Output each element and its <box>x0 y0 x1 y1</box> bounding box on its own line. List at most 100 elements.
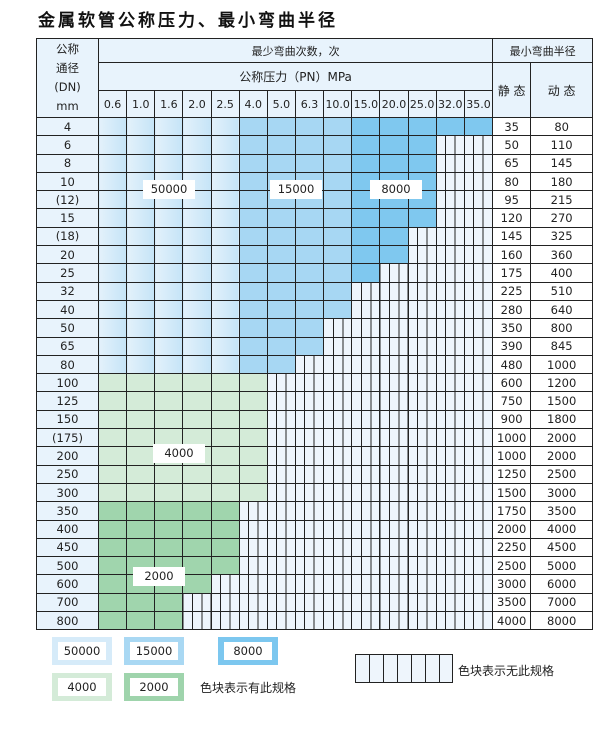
unavailable-cell <box>266 501 296 521</box>
available-cell <box>126 354 156 375</box>
available-cell <box>126 245 156 265</box>
dn-cell: 6 <box>36 135 99 155</box>
available-cell <box>294 153 325 173</box>
unavailable-cell <box>238 556 268 576</box>
available-cell <box>182 464 212 484</box>
dynamic-radius-cell: 4500 <box>530 537 594 558</box>
unavailable-cell <box>323 409 353 430</box>
unavailable-cell <box>463 482 494 503</box>
unavailable-cell <box>379 482 409 503</box>
unavailable-cell <box>435 409 465 430</box>
pressure-col-header: 15.0 <box>351 90 381 118</box>
available-cell <box>238 428 268 448</box>
available-cell <box>126 299 156 320</box>
unavailable-cell <box>379 446 409 466</box>
dn-cell: 25 <box>36 263 99 283</box>
dn-cell: 800 <box>36 611 99 631</box>
legend-no-spec-swatch <box>355 654 453 683</box>
unavailable-cell <box>351 391 381 411</box>
available-cell <box>182 245 212 265</box>
static-radius-cell: 750 <box>492 391 532 411</box>
unavailable-cell <box>463 190 494 210</box>
available-cell <box>126 391 156 411</box>
dn-cell: 100 <box>36 373 99 393</box>
unavailable-cell <box>435 464 465 484</box>
table-row: 700 3500 7000 <box>36 592 594 613</box>
unavailable-cell <box>463 354 494 375</box>
unavailable-cell <box>323 391 353 411</box>
available-cell <box>379 208 409 228</box>
available-cell <box>154 318 184 338</box>
unavailable-cell <box>435 519 465 539</box>
available-cell <box>182 299 212 320</box>
radius-header: 最小弯曲半径 <box>492 38 594 63</box>
available-cell <box>210 135 240 155</box>
unavailable-cell <box>407 336 437 356</box>
static-radius-cell: 50 <box>492 135 532 155</box>
legend-2000: 2000 <box>124 673 184 701</box>
dn-cell: 20 <box>36 245 99 265</box>
unavailable-cell <box>323 501 353 521</box>
static-header: 静 态 <box>492 62 532 118</box>
static-radius-cell: 175 <box>492 263 532 283</box>
unavailable-cell <box>379 501 409 521</box>
unavailable-cell <box>463 208 494 228</box>
dn-cell: 32 <box>36 281 99 301</box>
dn-cell: (18) <box>36 226 99 247</box>
available-cell <box>154 354 184 375</box>
table-row: 150 900 1800 <box>36 409 594 430</box>
unavailable-cell <box>351 574 381 594</box>
available-cell <box>238 354 268 375</box>
available-cell <box>238 299 268 320</box>
available-cell <box>126 409 156 430</box>
unavailable-cell <box>351 482 381 503</box>
available-cell <box>154 373 184 393</box>
region-label-2000: 2000 <box>133 567 185 586</box>
table-row: 15 120 270 <box>36 208 594 228</box>
available-cell <box>210 501 240 521</box>
dynamic-radius-cell: 7000 <box>530 592 594 613</box>
dn-label-line: 公称 <box>56 42 79 56</box>
available-cell <box>238 171 268 192</box>
unavailable-cell <box>407 592 437 613</box>
pressure-col-header: 35.0 <box>463 90 494 118</box>
unavailable-cell <box>238 501 268 521</box>
unavailable-cell <box>379 464 409 484</box>
unavailable-cell <box>379 537 409 558</box>
available-cell <box>407 135 437 155</box>
unavailable-cell <box>351 501 381 521</box>
available-cell <box>266 245 296 265</box>
unavailable-cell <box>379 318 409 338</box>
available-cell <box>238 446 268 466</box>
available-cell <box>238 464 268 484</box>
available-cell <box>210 336 240 356</box>
unavailable-cell <box>407 611 437 631</box>
available-cell <box>266 116 296 137</box>
dn-cell: 65 <box>36 336 99 356</box>
available-cell <box>126 153 156 173</box>
unavailable-cell <box>266 574 296 594</box>
pressure-col-header: 32.0 <box>435 90 465 118</box>
available-cell <box>182 135 212 155</box>
available-cell <box>154 116 184 137</box>
dn-cell: (175) <box>36 428 99 448</box>
spec-table: 公称 通径 (DN) mm 最少弯曲次数，次 最小弯曲半径 公称压力（PN）MP… <box>36 38 594 631</box>
dynamic-radius-cell: 215 <box>530 190 594 210</box>
unavailable-cell <box>351 592 381 613</box>
unavailable-cell <box>463 299 494 320</box>
available-cell <box>97 263 128 283</box>
table-row: 400 2000 4000 <box>36 519 594 539</box>
dn-cell: 10 <box>36 171 99 192</box>
table-row: 65 390 845 <box>36 336 594 356</box>
dynamic-radius-cell: 1000 <box>530 354 594 375</box>
unavailable-cell <box>323 373 353 393</box>
available-cell <box>154 464 184 484</box>
available-cell <box>210 116 240 137</box>
unavailable-cell <box>407 409 437 430</box>
unavailable-cell <box>407 391 437 411</box>
unavailable-cell <box>294 537 325 558</box>
available-cell <box>182 263 212 283</box>
available-cell <box>154 501 184 521</box>
available-cell <box>154 263 184 283</box>
table-row: 80 480 1000 <box>36 354 594 375</box>
